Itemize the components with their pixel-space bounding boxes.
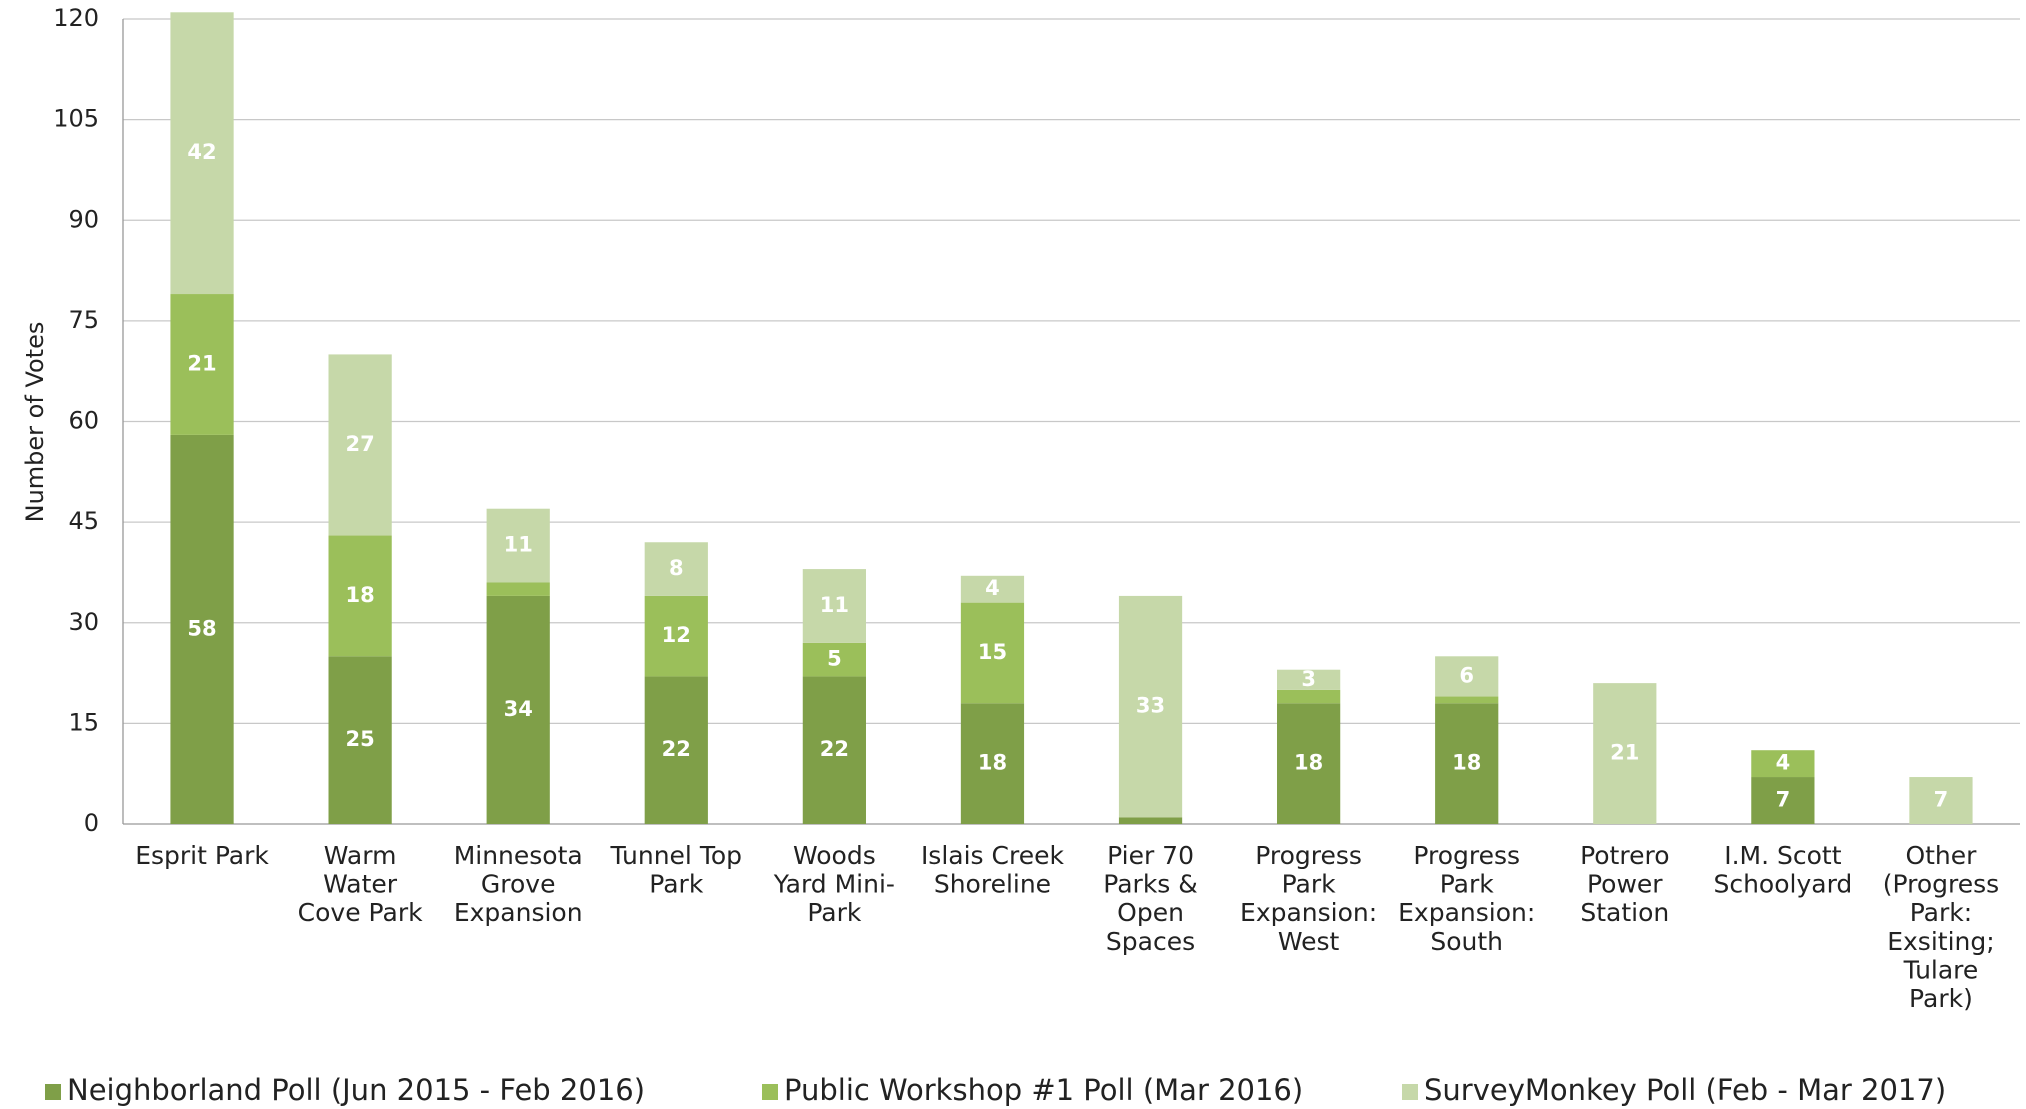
y-tick-label: 120 bbox=[53, 4, 99, 32]
bar-segment bbox=[1277, 669, 1341, 690]
value-label: 18 bbox=[346, 583, 375, 607]
x-tick-label: Woods Yard Mini-Park bbox=[773, 841, 895, 927]
bar-segment bbox=[644, 676, 708, 824]
value-label: 6 bbox=[1459, 663, 1474, 687]
bar-segment bbox=[1118, 817, 1183, 824]
bar-segment bbox=[1118, 595, 1183, 818]
value-label: 34 bbox=[504, 697, 533, 721]
x-tick-label: Progress Park Expansion: South bbox=[1398, 841, 1535, 956]
bar-segment bbox=[486, 508, 550, 583]
value-label: 7 bbox=[1934, 788, 1949, 812]
bar-segment bbox=[486, 595, 550, 824]
x-tick-label: Esprit Park bbox=[135, 841, 269, 870]
y-tick-label: 90 bbox=[68, 205, 99, 233]
bar-segment bbox=[1277, 703, 1341, 824]
legend-swatch bbox=[762, 1084, 778, 1100]
x-tick-label: I.M. Scott Schoolyard bbox=[1713, 841, 1852, 899]
bar-segment bbox=[644, 595, 708, 677]
bar-segment bbox=[644, 542, 708, 596]
y-tick-label: 60 bbox=[68, 407, 99, 435]
x-tick-label: Warm Water Cove Park bbox=[298, 841, 423, 927]
value-label: 27 bbox=[346, 432, 375, 456]
bar-segment bbox=[486, 582, 550, 596]
value-label: 18 bbox=[1452, 751, 1481, 775]
value-label: 5 bbox=[827, 647, 842, 671]
bar-segment bbox=[802, 642, 866, 677]
value-label: 11 bbox=[820, 593, 849, 617]
value-label: 22 bbox=[662, 737, 691, 761]
bar-segment bbox=[1277, 689, 1341, 704]
y-tick-label: 0 bbox=[84, 809, 99, 837]
value-label: 4 bbox=[1776, 751, 1791, 775]
x-tick-label: Progress Park Expansion: West bbox=[1240, 841, 1377, 956]
x-tick-label: Potrero Power Station bbox=[1580, 841, 1669, 927]
y-tick-label: 30 bbox=[68, 608, 99, 636]
bar-segment bbox=[328, 354, 392, 536]
value-label: 12 bbox=[662, 623, 691, 647]
bar-segment bbox=[1435, 703, 1499, 824]
legend-label: Neighborland Poll (Jun 2015 - Feb 2016) bbox=[67, 1073, 645, 1107]
bar-segment bbox=[1435, 656, 1499, 697]
y-tick-label: 75 bbox=[68, 306, 99, 334]
x-tick-label: Pier 70 Parks & Open Spaces bbox=[1103, 841, 1198, 956]
bar-segment bbox=[1909, 777, 1973, 824]
bar-segment bbox=[960, 602, 1025, 704]
bar-segment bbox=[170, 294, 234, 435]
y-tick-label: 105 bbox=[53, 105, 99, 133]
bar-segment bbox=[1593, 683, 1657, 824]
value-label: 21 bbox=[1610, 741, 1639, 765]
bar-segment bbox=[960, 703, 1025, 824]
bar-segment bbox=[802, 676, 866, 824]
value-label: 4 bbox=[985, 576, 1000, 600]
value-label: 15 bbox=[978, 640, 1007, 664]
bar-segment bbox=[328, 656, 392, 824]
legend-label: SurveyMonkey Poll (Feb - Mar 2017) bbox=[1424, 1073, 1946, 1107]
y-tick-label: 45 bbox=[68, 507, 99, 535]
bar-segment bbox=[802, 569, 866, 643]
value-label: 8 bbox=[669, 556, 684, 580]
x-tick-label: Tunnel Top Park bbox=[610, 841, 742, 899]
value-label: 33 bbox=[1136, 694, 1165, 718]
bar-segment bbox=[328, 535, 392, 657]
x-tick-label: Minnesota Grove Expansion bbox=[454, 841, 583, 927]
value-label: 21 bbox=[187, 351, 216, 375]
bar-segment bbox=[1435, 696, 1499, 704]
bar-segment bbox=[170, 12, 234, 295]
value-label: 22 bbox=[820, 737, 849, 761]
bar-segment bbox=[1751, 777, 1815, 824]
value-label: 11 bbox=[504, 533, 533, 557]
value-label: 7 bbox=[1776, 788, 1791, 812]
value-label: 3 bbox=[1301, 667, 1316, 691]
x-tick-label: Other (Progress Park: Exsiting; Tulare Park) bbox=[1883, 841, 1999, 1013]
y-axis-title: Number of Votes bbox=[21, 322, 49, 523]
x-tick-label: Islais Creek Shoreline bbox=[921, 841, 1065, 899]
bar-segment bbox=[1751, 750, 1815, 778]
bar-segment bbox=[960, 575, 1025, 603]
value-label: 18 bbox=[978, 751, 1007, 775]
legend-label: Public Workshop #1 Poll (Mar 2016) bbox=[784, 1073, 1303, 1107]
value-label: 18 bbox=[1294, 751, 1323, 775]
legend-swatch bbox=[1402, 1084, 1418, 1100]
value-label: 42 bbox=[187, 140, 216, 164]
value-label: 58 bbox=[187, 616, 216, 640]
legend-swatch bbox=[45, 1084, 61, 1100]
value-label: 25 bbox=[346, 727, 375, 751]
y-tick-label: 15 bbox=[68, 708, 99, 736]
bar-segment bbox=[170, 434, 234, 824]
